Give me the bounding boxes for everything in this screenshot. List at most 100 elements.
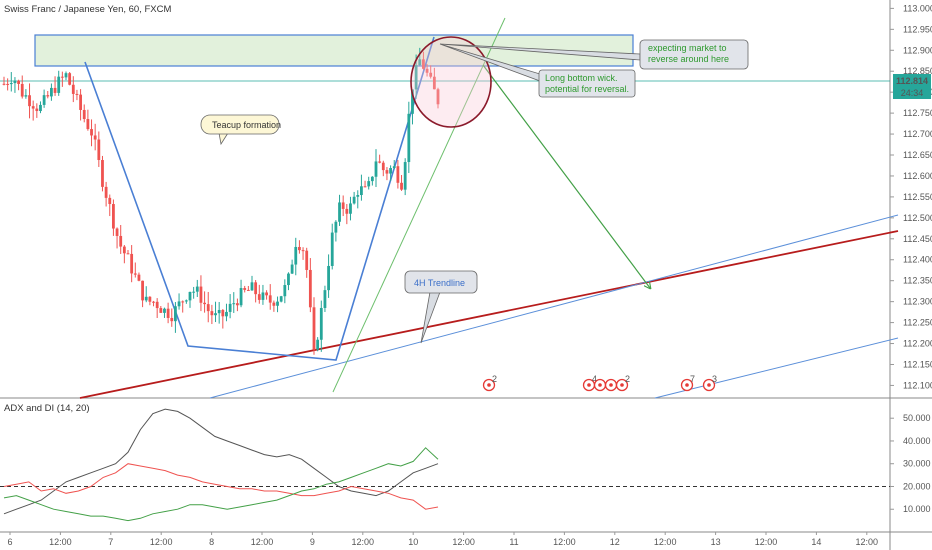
candle-body (115, 228, 119, 236)
candle-body (381, 162, 385, 171)
candle-body (261, 292, 265, 300)
candle-body (221, 309, 225, 317)
teacup-outline[interactable] (84, 36, 435, 361)
candle-body (246, 289, 250, 291)
price-tick-label: 112.750 (903, 108, 932, 118)
candle-body (122, 246, 126, 254)
callout-text-4h: 4H Trendline (414, 278, 465, 288)
time-tick-label: 12:00 (654, 537, 677, 547)
time-tick-label: 6 (7, 537, 12, 547)
candle-body (50, 87, 53, 97)
event-marker[interactable]: 2 (482, 374, 498, 392)
callout-text-wick-2: potential for reversal. (545, 84, 629, 94)
candle-body (290, 264, 294, 274)
trendline-4h-blue[interactable] (209, 214, 899, 399)
callout-box-wick[interactable] (538, 69, 636, 98)
candle-body (407, 113, 411, 163)
candle-body (250, 282, 254, 291)
reversal-circle[interactable] (410, 36, 492, 128)
price-tick-label: 112.950 (903, 24, 932, 34)
candle-body (330, 232, 334, 266)
candle-body (68, 73, 72, 85)
time-tick-label: 9 (310, 537, 315, 547)
callout-box-teacup[interactable] (200, 114, 280, 135)
candle-body (144, 296, 148, 301)
projection-arrow[interactable] (482, 64, 650, 288)
di-plus-line (3, 447, 439, 522)
price-tick-label: 112.350 (903, 276, 932, 286)
adx-axis[interactable]: 50.000 40.000 30.000 20.000 10.000 (890, 413, 931, 514)
callout-box-expect[interactable] (639, 39, 749, 70)
candle-body (432, 76, 436, 90)
candle-body (403, 162, 407, 190)
price-tick-label: 112.450 (903, 234, 932, 244)
time-tick-label: 12:00 (553, 537, 576, 547)
event-marker-count: 4 (592, 374, 597, 384)
candle-body (141, 280, 144, 301)
lower-trendline-blue[interactable] (654, 337, 899, 399)
time-tick-label: 12:00 (755, 537, 778, 547)
candle-body (166, 308, 170, 318)
candle-body (112, 204, 115, 229)
event-marker[interactable]: 2 (615, 374, 631, 392)
event-marker-count: 2 (492, 374, 497, 384)
candle-body (400, 182, 403, 190)
event-marker[interactable] (593, 378, 607, 392)
candle-body (257, 294, 261, 300)
candle-body (57, 76, 61, 93)
candle-body (327, 265, 330, 291)
event-marker[interactable]: 3 (702, 374, 718, 392)
time-tick-label: 12:00 (352, 537, 375, 547)
candle-body (389, 168, 392, 174)
time-tick-label: 12 (610, 537, 620, 547)
candle-body (422, 59, 425, 69)
candle-body (17, 80, 20, 84)
candle-body (436, 89, 440, 105)
support-trendline-red[interactable] (79, 230, 899, 399)
event-marker[interactable] (604, 378, 618, 392)
candle-body (53, 87, 57, 93)
time-tick-label: 11 (509, 537, 518, 547)
price-axis[interactable]: 113.000112.950112.900112.850112.800112.7… (890, 3, 932, 390)
callout-box-4h[interactable] (404, 270, 478, 294)
candle-body (374, 161, 378, 177)
candle-body (356, 195, 360, 197)
candle-body (97, 139, 101, 161)
price-tick-label: 113.000 (903, 3, 932, 13)
candle-body (316, 339, 320, 350)
candle-body (31, 106, 35, 109)
candle-body (6, 83, 10, 85)
callout-text-expect-2: reverse around here (648, 54, 729, 64)
candle-body (276, 301, 279, 306)
symbol-title[interactable]: Swiss Franc / Japanese Yen, 60, FXCM (4, 4, 171, 15)
candle-body (148, 296, 152, 302)
candle-body (425, 68, 429, 73)
candle-body (323, 290, 327, 308)
candle-body (214, 313, 217, 316)
candle-body (279, 296, 283, 302)
candle-body (188, 291, 192, 301)
steep-trendline-green[interactable] (332, 17, 506, 393)
candle-body (319, 307, 323, 340)
adx-tick-label: 50.000 (903, 413, 931, 423)
candle-body (265, 292, 268, 296)
candle-body (429, 72, 433, 77)
candle-body (239, 288, 243, 306)
candle-body (385, 170, 389, 174)
candle-body (82, 109, 86, 120)
indicator-title[interactable]: ADX and DI (14, 20) (4, 403, 90, 414)
current-price-value: 112.814 (896, 76, 928, 86)
price-tick-label: 112.700 (903, 129, 932, 139)
event-marker[interactable]: 7 (680, 374, 696, 392)
price-tick-label: 112.900 (903, 45, 932, 55)
time-axis[interactable]: 6 12:00 7 12:00 8 12:00 9 12:00 10 12:00 11 12:00 12… (7, 532, 878, 547)
candle-body (206, 304, 210, 312)
candle-body (119, 235, 123, 247)
candle-body (268, 295, 272, 303)
candle-body (90, 129, 93, 136)
callout-text-expect-1: expecting market to (648, 43, 727, 53)
price-tick-label: 112.150 (903, 359, 932, 369)
candle-body (195, 286, 199, 292)
candle-body (287, 273, 290, 286)
price-tick-label: 112.400 (903, 255, 932, 265)
